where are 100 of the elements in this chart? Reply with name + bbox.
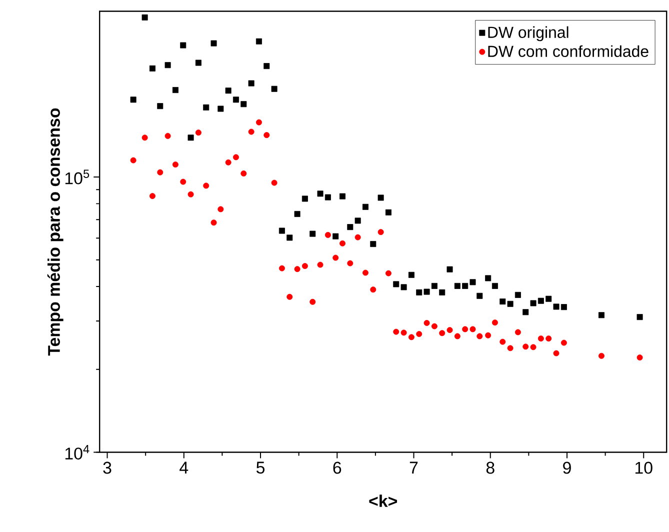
point [454,333,460,340]
point [240,170,247,176]
point [636,314,643,320]
point [485,332,492,338]
point [324,194,331,200]
point [530,344,536,350]
point [225,159,232,166]
point [180,178,186,185]
y-tick-label: 10$^{4}$ [65,445,90,460]
point [130,157,136,164]
point [188,191,194,198]
point [354,234,361,240]
point [560,304,567,310]
point [454,282,460,289]
x-tick-label: 10 [636,462,652,474]
point [157,169,164,176]
point [636,354,643,360]
point [172,162,178,168]
point [370,286,376,293]
point [485,275,492,282]
point [598,312,604,318]
point [232,96,239,103]
point [164,132,171,139]
point [248,128,254,135]
point [514,329,521,336]
point [408,272,414,278]
y-axis-title: Tempo médio para o consenso [47,108,64,356]
point [256,38,262,44]
point [149,65,156,72]
point [294,266,300,272]
point [476,333,483,340]
point [385,209,392,216]
point [264,63,270,70]
point [362,204,368,210]
x-axis-title: <k> [369,494,398,507]
point [416,330,422,337]
point [203,104,210,110]
point [332,254,339,261]
point [302,263,308,270]
point [492,282,498,289]
legend-label: DW original [488,26,568,42]
point [470,279,476,286]
point [500,298,506,305]
point [446,266,453,272]
y-tick-label: 10$^{5}$ [65,170,90,184]
point [538,336,544,342]
point [507,300,514,307]
point [142,14,148,20]
point [271,180,278,186]
point [439,330,446,336]
point [218,106,224,112]
point [232,154,239,160]
point [286,294,293,300]
point [362,270,368,276]
point [462,326,468,332]
point [347,260,354,266]
legend-label: DW com conformidade [488,45,648,58]
point [317,262,324,268]
point [560,340,567,346]
point [446,327,453,334]
point [264,132,270,138]
point [431,323,438,330]
point [598,352,604,359]
point [462,282,468,289]
x-tick-label: 9 [563,462,571,474]
x-tick-label: 5 [256,462,264,474]
point [339,193,346,200]
point [180,42,186,48]
point [210,220,217,226]
point [530,300,536,306]
point [157,103,164,110]
point [218,206,224,212]
point [522,344,529,350]
point [553,350,560,356]
point [310,298,316,305]
point [507,345,514,352]
point [378,194,384,201]
point [393,281,400,288]
point [553,304,560,310]
point [164,62,171,68]
point [210,40,217,46]
point [172,87,178,94]
point [195,60,202,66]
x-tick-label: 3 [103,462,112,474]
point [500,338,506,345]
point [538,298,544,304]
point [188,134,194,141]
point [256,119,262,126]
point [476,292,483,299]
point [424,288,430,295]
point [332,233,339,240]
point [339,240,346,246]
x-tick-label: 4 [180,462,188,474]
point [378,229,384,236]
point [294,210,300,217]
point [470,326,476,332]
point [203,182,210,189]
point [278,265,285,272]
point [522,309,529,316]
point [149,193,156,200]
